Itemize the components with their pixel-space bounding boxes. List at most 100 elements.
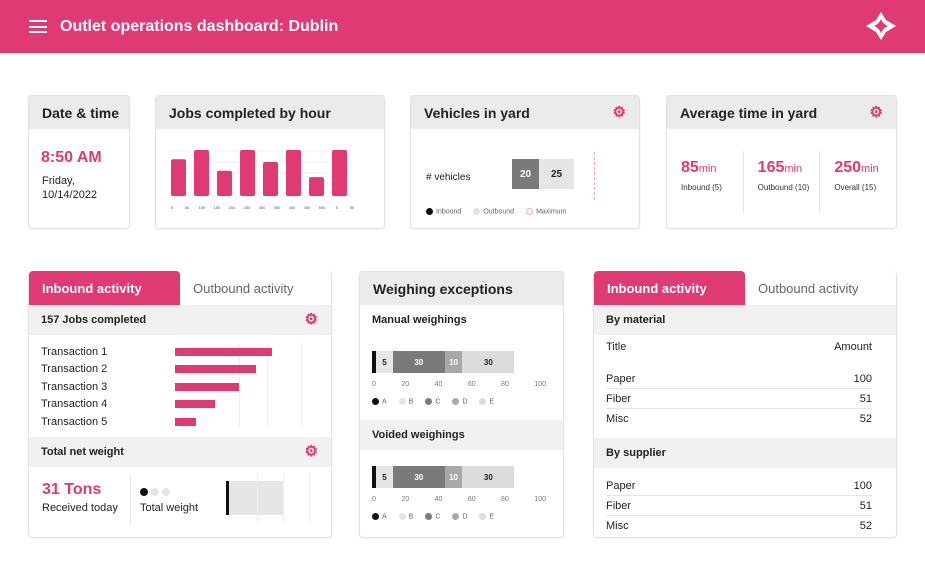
table-row: Paper 100	[606, 369, 872, 389]
tick-label: 350	[274, 205, 281, 210]
transaction-bar	[175, 400, 215, 409]
tick-label: 300	[259, 205, 266, 210]
page-title: Outlet operations dashboard: Dublin	[60, 17, 339, 35]
jobs-bar-chart: 0 50 100 150 200 250 300 350 400 450 500 0 50	[170, 150, 355, 210]
tick-label: 50	[185, 205, 190, 210]
row-amount: 52	[859, 520, 872, 532]
jobs-bar	[286, 150, 301, 196]
avg-stat-inbound: 85min Inbound (5)	[667, 151, 744, 213]
segment-d: 10	[444, 351, 463, 373]
transaction-bar	[175, 417, 196, 426]
outbound-vehicles-bar: 25	[539, 159, 574, 189]
tick-label: 100	[534, 381, 546, 388]
table-row: Paper 100	[606, 476, 872, 496]
weight-bar	[229, 481, 283, 515]
table-row: Misc 52	[606, 409, 872, 429]
tick-label: 100	[199, 205, 206, 210]
avg-stat-overall: 250min Overall (15)	[834, 159, 879, 192]
transactions-chart: Transaction 1 Transaction 2 Transaction 3 T…	[29, 335, 331, 437]
tick-label: 60	[467, 496, 476, 503]
table-header: Title Amount	[606, 341, 872, 353]
row-title: Misc	[606, 413, 629, 425]
avg-stat-outbound: 165min Outbound (10)	[744, 151, 821, 213]
avg-time-card: Average time in yard ⚙ 85min Inbound (5) …	[666, 95, 897, 229]
current-date: 10/14/2022	[42, 189, 98, 201]
net-weight-title: Total net weight	[41, 446, 124, 458]
card-title: Jobs completed by hour	[156, 96, 384, 129]
tick-label: 20	[401, 381, 410, 388]
by-material-title: By material	[594, 305, 896, 335]
gear-icon[interactable]: ⚙	[304, 311, 318, 328]
voided-weighings-chart: 5 30 10 30 0 20 40 60 80 100 A B C D E	[360, 450, 563, 535]
tick-label: 500	[319, 205, 326, 210]
panel-title: Weighing exceptions	[360, 272, 563, 305]
net-weight-value: 31 Tons	[42, 481, 102, 498]
segment-b: 5	[376, 351, 393, 373]
gear-icon[interactable]: ⚙	[869, 104, 883, 121]
manual-weighings-chart: 5 30 10 30 0 20 40 60 80 100 A B C D E	[360, 335, 563, 420]
row-title: Fiber	[606, 392, 632, 405]
tick-label: 0	[372, 381, 376, 388]
transaction-label: Transaction 2	[41, 363, 108, 376]
row-amount: 100	[853, 479, 872, 492]
transaction-row: Transaction 4	[29, 396, 331, 414]
date-time-card: Date & time 8:50 AM Friday, 10/14/2022	[28, 95, 130, 229]
tick-label: 40	[434, 496, 443, 503]
app-header: Outlet operations dashboard: Dublin	[0, 0, 925, 53]
transaction-bar	[175, 365, 256, 374]
transaction-bar	[175, 382, 239, 391]
table-row: Fiber 51	[606, 389, 872, 409]
tick-label: 80	[501, 381, 509, 388]
tick-label: 0	[171, 205, 174, 210]
row-title: Paper	[606, 372, 636, 385]
transaction-row: Transaction 1	[29, 343, 331, 361]
jobs-bar	[332, 150, 347, 196]
segment-e: 30	[462, 351, 515, 373]
segment-a	[372, 466, 377, 488]
row-title: Misc	[606, 520, 629, 532]
tab-inbound-activity[interactable]: Inbound activity	[29, 271, 180, 305]
transaction-row: Transaction 3	[29, 378, 331, 396]
jobs-bar	[171, 159, 186, 196]
tick-label: 450	[304, 205, 311, 210]
hamburger-icon[interactable]	[29, 20, 47, 33]
vehicles-card: Vehicles in yard ⚙ # vehicles 20 25 Inbou…	[410, 95, 640, 229]
jobs-bar	[240, 150, 255, 196]
jobs-bar	[309, 177, 324, 196]
vehicles-legend: Inbound Outbound Maximum	[426, 208, 566, 215]
card-title: Average time in yard	[680, 104, 818, 121]
tab-outbound-activity[interactable]: Outbound activity	[758, 280, 859, 296]
by-supplier-title: By supplier	[594, 438, 896, 468]
tab-outbound-activity[interactable]: Outbound activity	[193, 280, 294, 296]
table-row: Misc 52	[606, 516, 872, 536]
voided-weighings-title: Voided weighings	[360, 420, 563, 450]
gear-icon[interactable]: ⚙	[612, 104, 626, 121]
tick-label: 80	[501, 496, 509, 503]
tick-label: 100	[534, 496, 546, 503]
weighing-exceptions-panel: Weighing exceptions Manual weighings 5 30…	[359, 271, 564, 538]
tick-label: 200	[229, 205, 236, 210]
jobs-completed-title: 157 Jobs completed	[41, 314, 147, 326]
gear-icon[interactable]: ⚙	[304, 443, 318, 460]
segment-c: 30	[392, 466, 445, 488]
segment-d: 10	[444, 466, 463, 488]
transaction-label: Transaction 5	[41, 415, 108, 428]
card-title: Date & time	[29, 96, 129, 129]
segment-b: 5	[376, 466, 393, 488]
weight-bar-marker	[226, 481, 229, 515]
pagination-dots[interactable]	[140, 483, 173, 501]
current-day: Friday,	[42, 175, 75, 187]
tab-inbound-activity[interactable]: Inbound activity	[594, 271, 745, 305]
transaction-label: Transaction 4	[41, 398, 108, 411]
row-title: Paper	[606, 479, 636, 492]
tick-label: 250	[244, 205, 251, 210]
tick-label: 0	[336, 205, 339, 210]
transaction-label: Transaction 1	[41, 345, 108, 358]
tick-label: 0	[372, 496, 376, 503]
transaction-row: Transaction 2	[29, 361, 331, 379]
vehicles-label: # vehicles	[426, 172, 471, 183]
left-activity-panel: Inbound activity Outbound activity 157 J…	[28, 271, 332, 538]
jobs-by-hour-card: Jobs completed by hour 0 50 100 150 200 250 30…	[155, 95, 385, 229]
inbound-vehicles-bar: 20	[512, 159, 539, 189]
row-title: Fiber	[606, 499, 632, 512]
